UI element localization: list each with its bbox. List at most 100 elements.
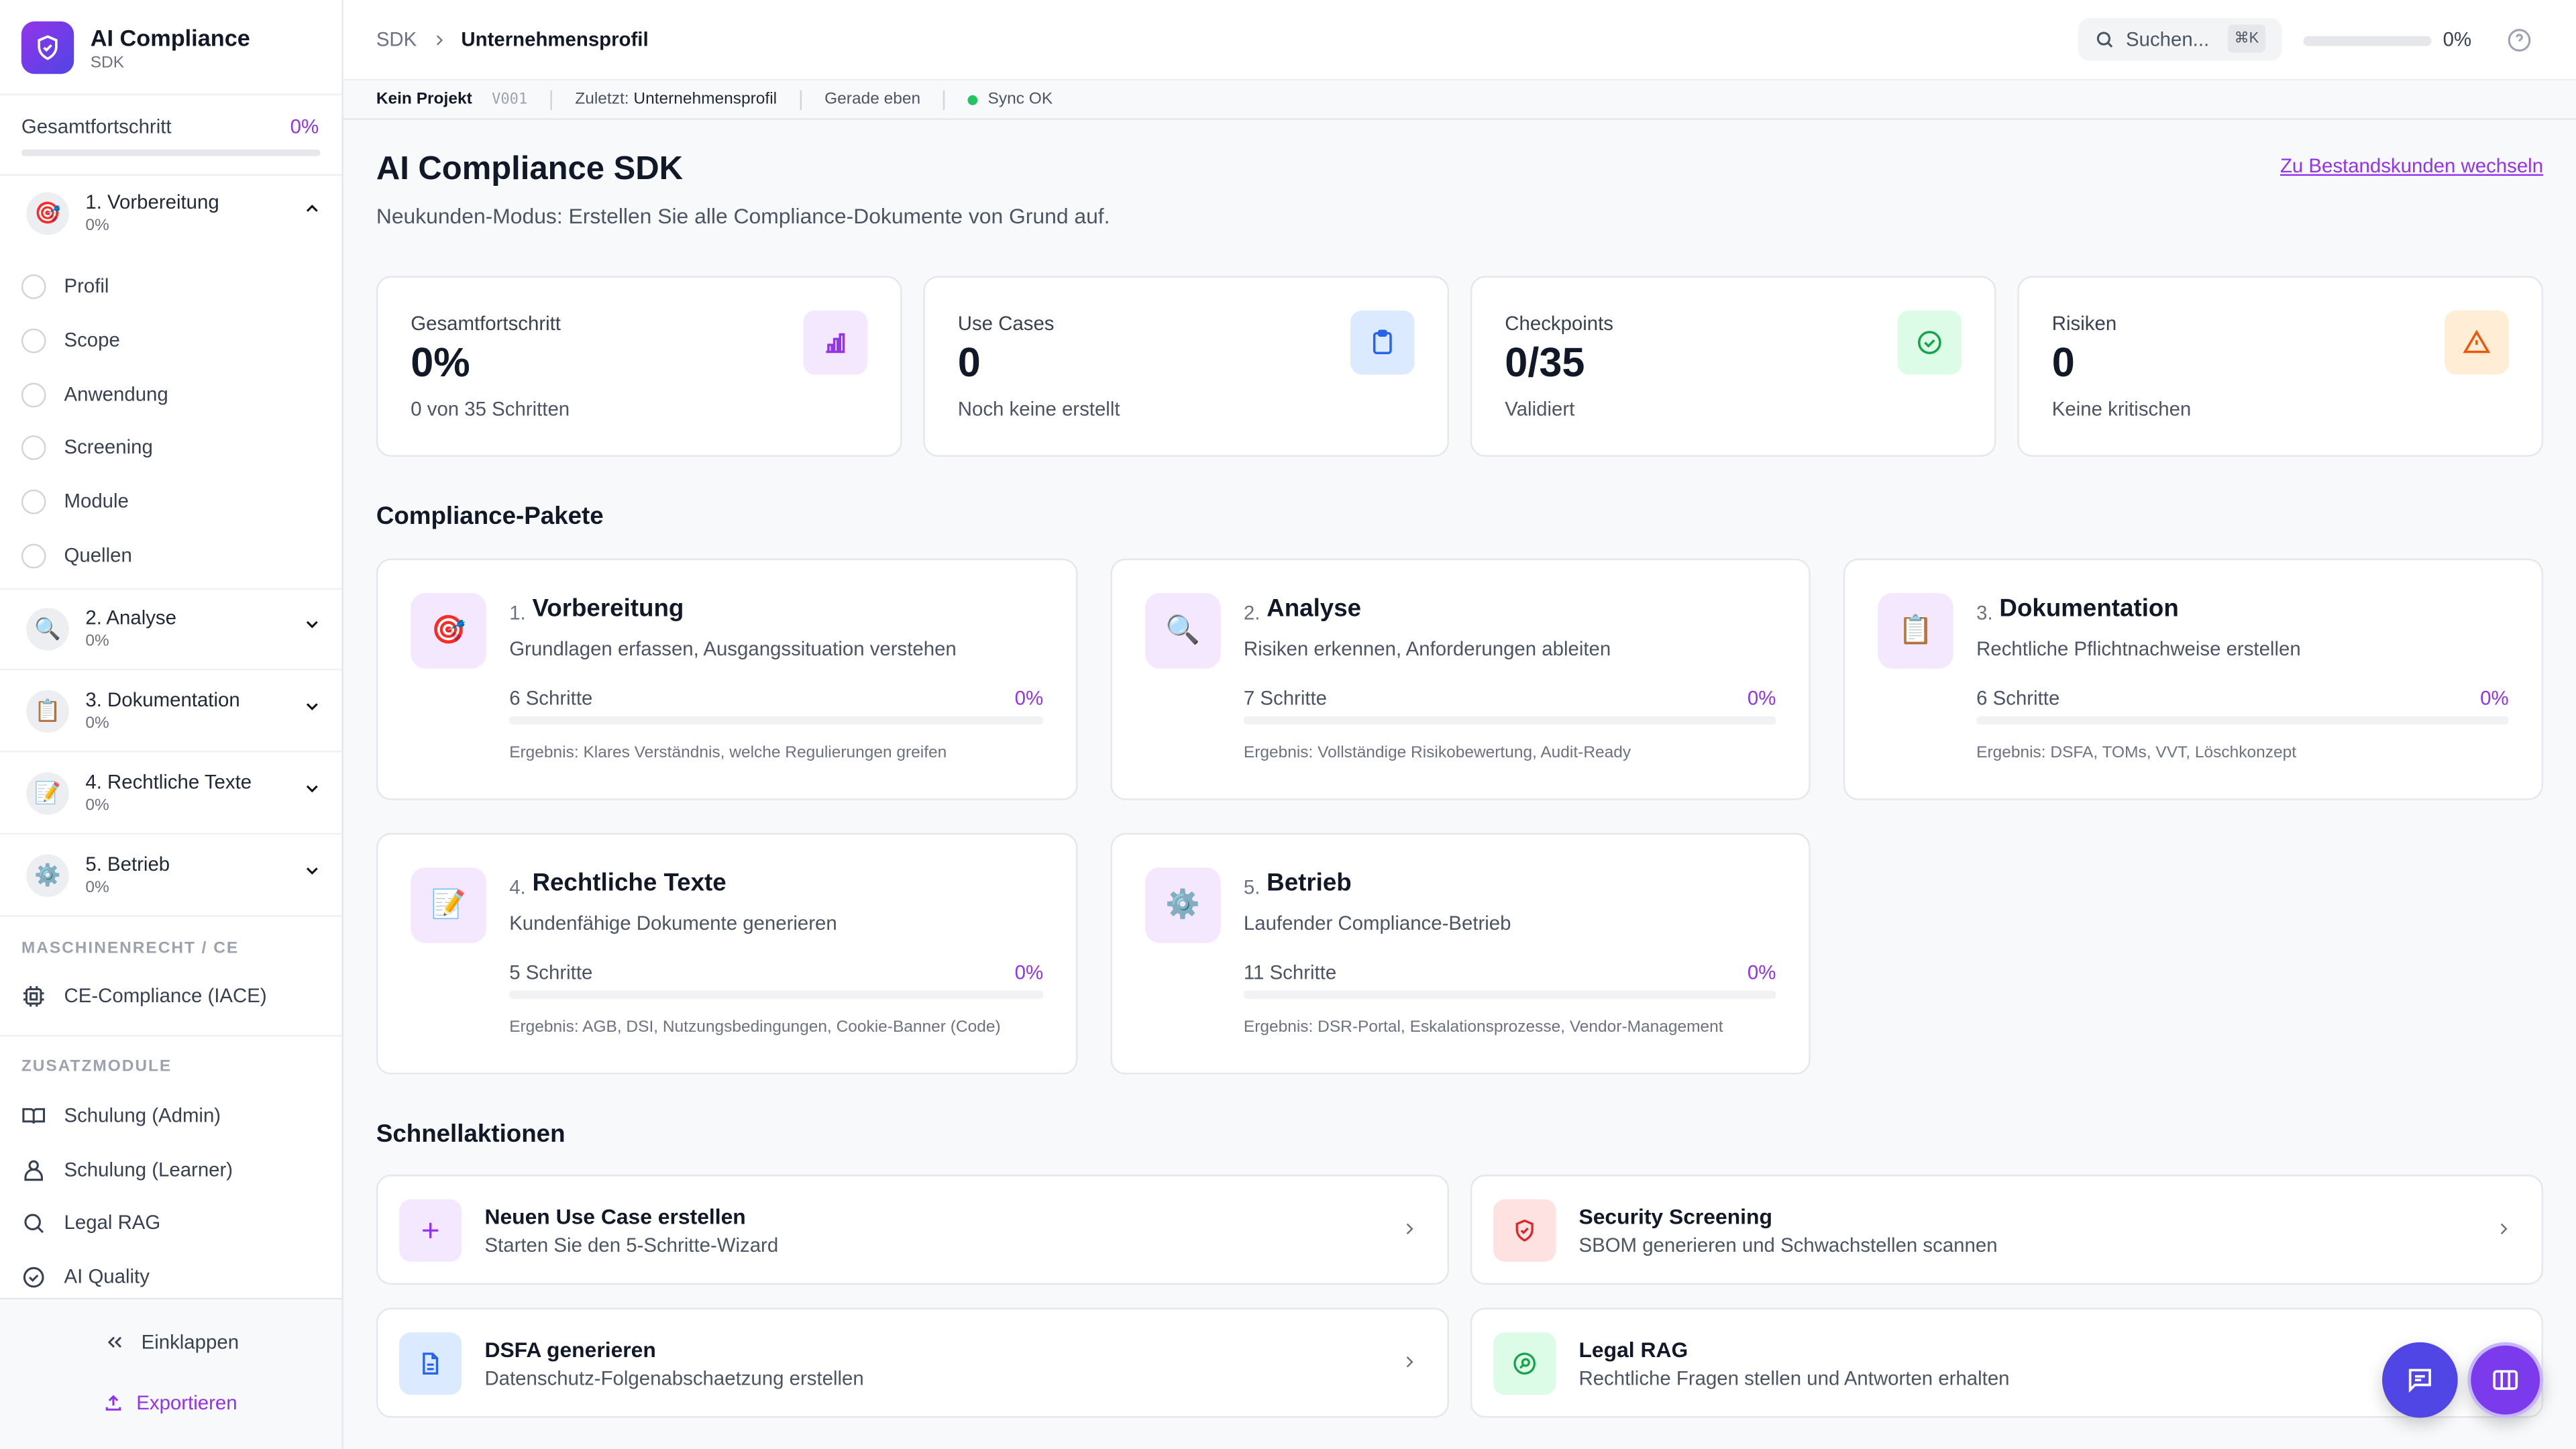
package-card-betrieb[interactable]: ⚙️ 5. Betrieb Laufender Compliance-Betri…	[1110, 833, 1811, 1075]
gear-icon: ⚙️	[1144, 867, 1221, 943]
switch-to-existing-customers-link[interactable]: Zu Bestandskunden wechseln	[2279, 154, 2544, 178]
app-title: AI Compliance	[90, 24, 250, 51]
package-number: 2.	[1243, 601, 1260, 625]
quick-action-security-screening[interactable]: Security Screening SBOM generieren und S…	[1470, 1175, 2544, 1285]
step-circle-icon	[21, 382, 46, 407]
sidebar-section-rechtliche-texte[interactable]: 📝 4. Rechtliche Texte 0%	[26, 771, 322, 821]
item-label: Schulung (Admin)	[64, 1104, 221, 1128]
chevron-down-icon[interactable]	[303, 696, 322, 716]
package-card-rechtliche-texte[interactable]: 📝 4. Rechtliche Texte Kundenfähige Dokum…	[376, 833, 1078, 1075]
chevron-up-icon[interactable]	[303, 199, 322, 218]
shield-icon	[1493, 1199, 1556, 1262]
sidebar-section-dokumentation[interactable]: 📋 3. Dokumentation 0%	[26, 688, 322, 739]
chevron-down-icon[interactable]	[303, 779, 322, 798]
search-input[interactable]: Suchen... ⌘K	[2078, 17, 2282, 61]
clipboard-icon	[1350, 310, 1415, 375]
sidebar-section-vorbereitung[interactable]: 🎯 1. Vorbereitung 0%	[26, 191, 322, 241]
step-circle-icon	[21, 543, 46, 568]
package-card-vorbereitung[interactable]: 🎯 1. Vorbereitung Grundlagen erfassen, A…	[376, 558, 1078, 800]
status-bar: Kein Projekt V001 Zuletzt: Unternehmensp…	[343, 80, 2576, 120]
packages-heading: Compliance-Pakete	[376, 502, 604, 531]
section-label: 5. Betrieb	[85, 853, 170, 876]
sidebar-section-betrieb[interactable]: ⚙️ 5. Betrieb 0%	[26, 853, 322, 903]
sidebar-item-profil[interactable]: Profil	[21, 270, 109, 303]
package-progress-bar	[1243, 990, 1776, 999]
item-label: Anwendung	[64, 382, 168, 406]
user-icon	[24, 1159, 43, 1180]
sidebar-item-schulung-admin[interactable]: Schulung (Admin)	[21, 1099, 221, 1132]
breadcrumb-sdk[interactable]: SDK	[376, 28, 417, 51]
plus-icon	[399, 1199, 462, 1262]
search-icon	[24, 1213, 44, 1232]
stat-label: Use Cases	[957, 312, 1055, 335]
sidebar-section-analyse[interactable]: 🔍 2. Analyse 0%	[26, 606, 322, 657]
breadcrumb: SDK Unternehmensprofil	[376, 28, 649, 51]
package-card-dokumentation[interactable]: 📋 3. Dokumentation Rechtliche Pflichtnac…	[1843, 558, 2544, 800]
package-steps: 6 Schritte	[1976, 686, 2060, 710]
package-desc: Rechtliche Pflichtnachweise erstellen	[1976, 637, 2301, 661]
machine-law-caption: MASCHINENRECHT / CE	[21, 939, 239, 958]
chevrons-left-icon	[107, 1336, 122, 1348]
stat-sub: Keine kritischen	[2051, 397, 2192, 421]
sidebar-item-scope[interactable]: Scope	[21, 323, 120, 356]
clipboard-icon: 📋	[26, 690, 69, 733]
project-name[interactable]: Kein Projekt	[376, 90, 472, 109]
section-label: 2. Analyse	[85, 606, 176, 629]
package-steps: 11 Schritte	[1243, 961, 1337, 984]
sidebar-item-ai-quality[interactable]: AI Quality	[21, 1260, 150, 1293]
overall-progress-bar	[21, 149, 321, 156]
package-card-analyse[interactable]: 🔍 2. Analyse Risiken erkennen, Anforderu…	[1110, 558, 1811, 800]
sidebar-item-screening[interactable]: Screening	[21, 431, 153, 464]
package-steps: 5 Schritte	[509, 961, 593, 984]
sidebar-item-schulung-learner[interactable]: Schulung (Learner)	[21, 1153, 233, 1186]
action-desc: SBOM generieren und Schwachstellen scann…	[1578, 1234, 1998, 1257]
stat-card-progress: Gesamtfortschritt 0% 0 von 35 Schritten	[376, 276, 902, 457]
chat-button[interactable]	[2382, 1342, 2458, 1418]
sidebar-item-legal-rag[interactable]: Legal RAG	[21, 1206, 160, 1239]
item-label: Module	[64, 489, 129, 513]
section-progress: 0%	[85, 632, 109, 651]
sidebar-item-ce-compliance[interactable]: CE-Compliance (IACE)	[21, 979, 267, 1012]
section-label: 3. Dokumentation	[85, 688, 240, 712]
stat-value: 0/35	[1505, 339, 1585, 386]
package-steps: 6 Schritte	[509, 686, 593, 710]
stat-sub: Noch keine erstellt	[957, 397, 1120, 421]
chevron-down-icon[interactable]	[303, 614, 322, 634]
panel-toggle-button[interactable]	[2467, 1342, 2544, 1418]
export-button[interactable]: Exportieren	[103, 1391, 237, 1415]
package-progress-bar	[1976, 716, 2509, 725]
upload-icon	[105, 1395, 121, 1411]
stat-label: Risiken	[2051, 312, 2117, 335]
help-icon[interactable]	[2507, 28, 2532, 53]
quick-action-dsfa[interactable]: DSFA generieren Datenschutz-Folgenabscha…	[376, 1307, 1450, 1418]
chevron-right-icon	[436, 34, 443, 45]
action-title: Security Screening	[1578, 1204, 1772, 1229]
package-progress: 0%	[2480, 686, 2509, 710]
sidebar-item-module[interactable]: Module	[21, 484, 129, 517]
stat-card-use-cases: Use Cases 0 Noch keine erstellt	[923, 276, 1450, 457]
package-number: 4.	[509, 875, 526, 899]
action-desc: Starten Sie den 5-Schritte-Wizard	[484, 1234, 779, 1257]
collapse-button[interactable]: Einklappen	[103, 1331, 239, 1354]
package-progress-bar	[1243, 716, 1776, 725]
quick-action-new-use-case[interactable]: Neuen Use Case erstellen Starten Sie den…	[376, 1175, 1450, 1285]
chevron-down-icon[interactable]	[303, 861, 322, 880]
item-label: Scope	[64, 328, 120, 352]
quick-action-legal-rag[interactable]: Legal RAG Rechtliche Fragen stellen und …	[1470, 1307, 2544, 1418]
package-desc: Laufender Compliance-Betrieb	[1243, 912, 1511, 935]
clipboard-icon: 📋	[1878, 593, 1953, 669]
document-icon	[399, 1332, 462, 1395]
package-progress-bar	[509, 716, 1044, 725]
search-icon	[2096, 32, 2113, 48]
sync-dot-icon	[968, 94, 978, 105]
item-label: Profil	[64, 274, 109, 298]
action-desc: Datenschutz-Folgenabschaetzung erstellen	[484, 1366, 864, 1390]
package-result: Ergebnis: Klares Verständnis, welche Reg…	[509, 744, 947, 763]
sidebar-item-anwendung[interactable]: Anwendung	[21, 378, 168, 411]
sidebar-item-quellen[interactable]: Quellen	[21, 539, 132, 572]
overall-progress-value: 0%	[290, 115, 319, 138]
target-icon: 🎯	[26, 192, 69, 235]
chevron-right-icon	[2500, 1223, 2508, 1235]
package-steps: 7 Schritte	[1243, 686, 1328, 710]
bar-chart-icon	[803, 310, 868, 375]
